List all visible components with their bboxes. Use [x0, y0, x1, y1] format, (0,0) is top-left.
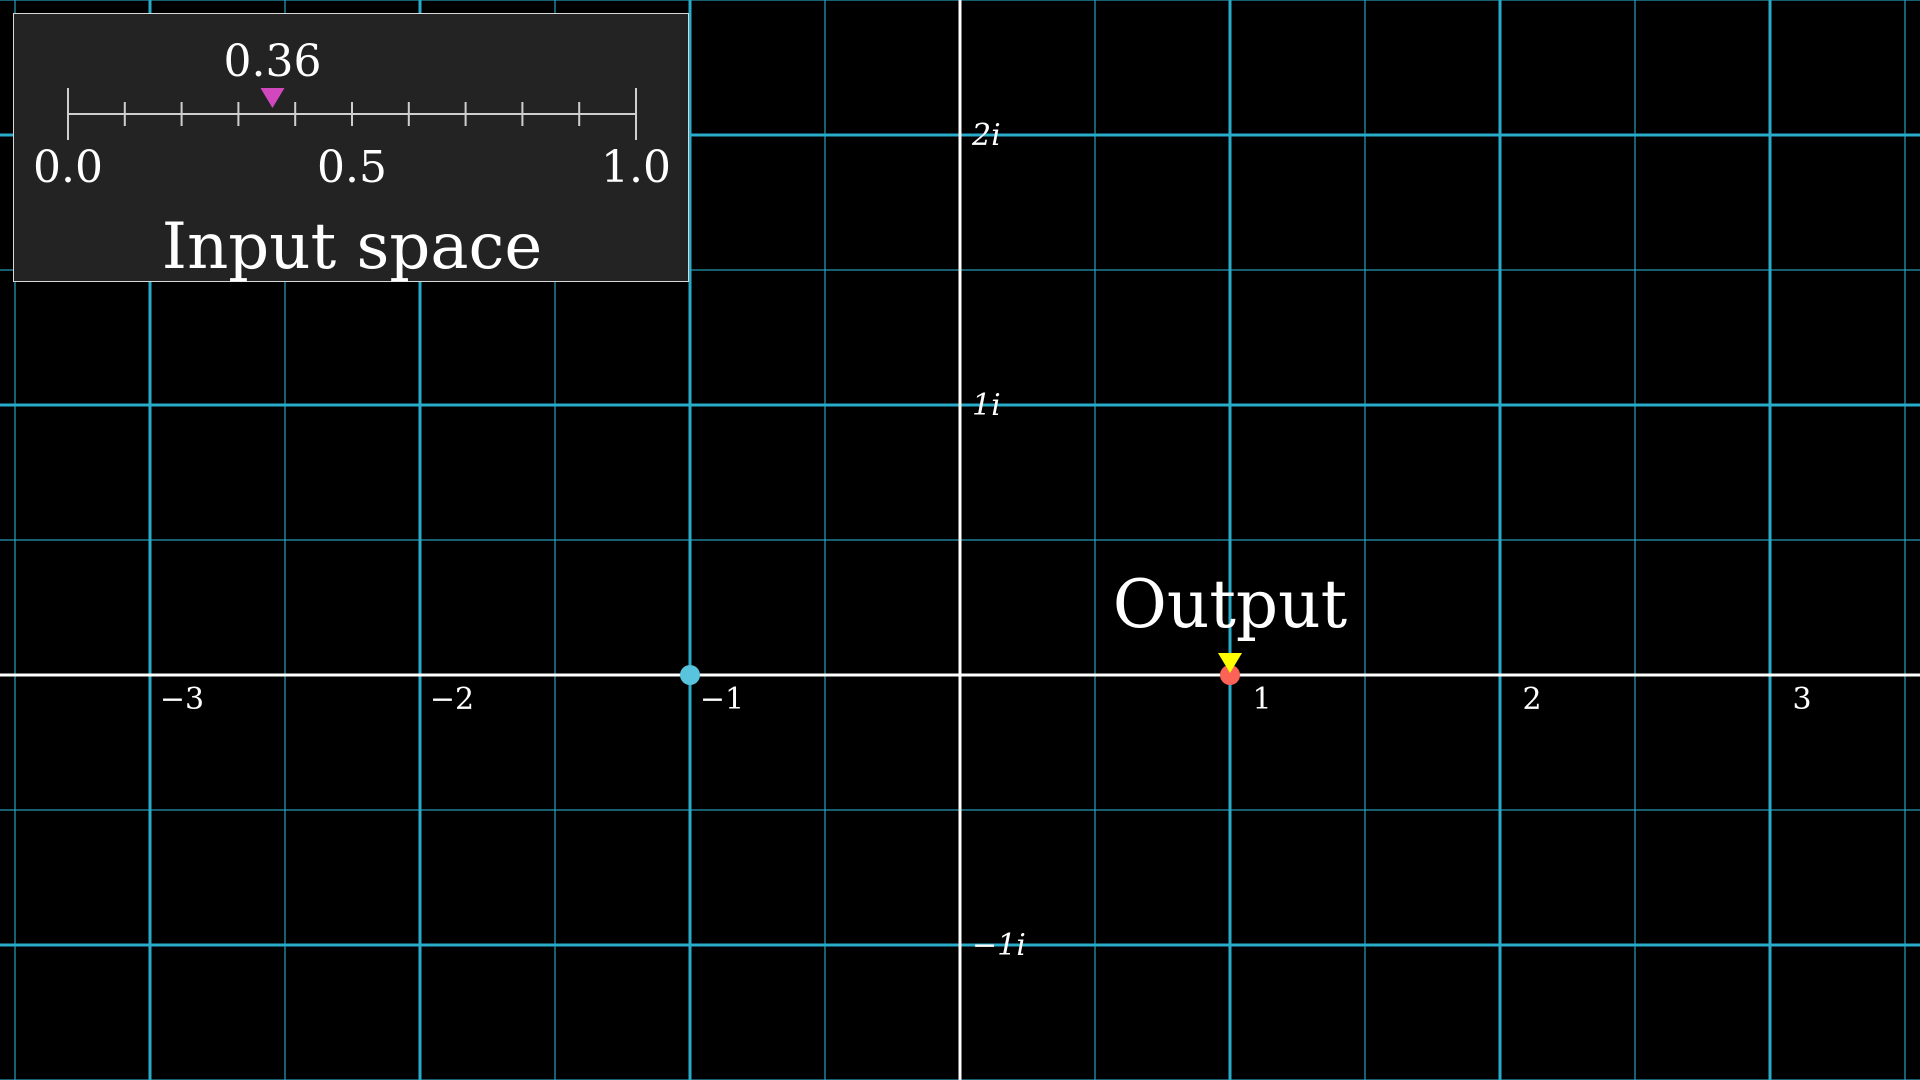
imaginary-tick-label: −1i	[972, 928, 1026, 963]
real-tick-label: −1	[700, 682, 744, 717]
slider-tick-labels: 0.0 0.5 1.0	[33, 142, 671, 193]
slider-tick-label: 0.5	[317, 142, 387, 193]
real-tick-label: 1	[1252, 682, 1271, 717]
blue-point	[680, 665, 700, 685]
imaginary-tick-label: 1i	[972, 388, 1001, 423]
slider-tick-label: 1.0	[601, 142, 671, 193]
real-tick-label: −3	[160, 682, 204, 717]
output-label: Output	[1113, 566, 1347, 643]
slider-marker-icon[interactable]	[260, 88, 285, 108]
real-tick-label: 3	[1792, 682, 1811, 717]
output-marker-icon	[1218, 653, 1242, 673]
input-slider: 0.36 0.0 0.5 1.0 Input space	[33, 36, 671, 283]
input-space-panel: 0.36 0.0 0.5 1.0 Input space	[13, 13, 689, 283]
slider-tick-label: 0.0	[33, 142, 103, 193]
imaginary-tick-label: 2i	[971, 118, 1001, 153]
imaginary-axis-labels: 2i 1i −1i	[971, 118, 1026, 963]
panel-title: Input space	[162, 210, 542, 283]
real-tick-label: 2	[1522, 682, 1541, 717]
slider-ticks	[67, 88, 637, 140]
real-tick-label: −2	[430, 682, 474, 717]
output-point	[1220, 665, 1240, 685]
slider-value-label: 0.36	[223, 36, 321, 87]
real-axis-labels: −3 −2 −1 1 2 3	[160, 682, 1812, 717]
